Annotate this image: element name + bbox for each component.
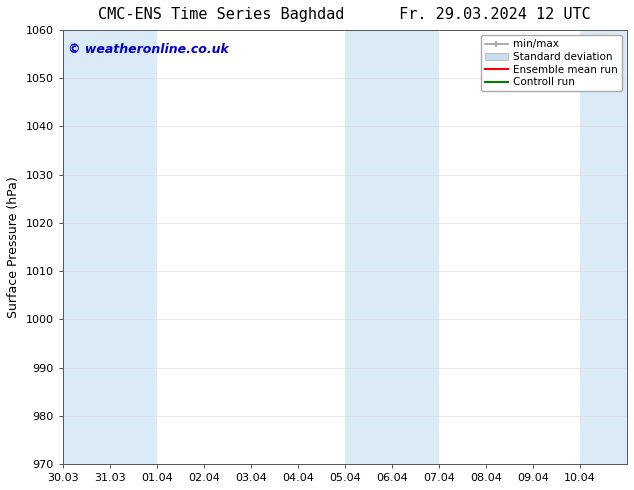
Bar [63,30,110,464]
Legend: min/max, Standard deviation, Ensemble mean run, Controll run: min/max, Standard deviation, Ensemble me… [481,35,622,92]
Bar [110,30,157,464]
Bar [580,30,627,464]
Y-axis label: Surface Pressure (hPa): Surface Pressure (hPa) [7,176,20,318]
Text: © weatheronline.co.uk: © weatheronline.co.uk [68,43,229,56]
Title: CMC-ENS Time Series Baghdad      Fr. 29.03.2024 12 UTC: CMC-ENS Time Series Baghdad Fr. 29.03.20… [98,7,592,22]
Bar [392,30,439,464]
Bar [345,30,392,464]
